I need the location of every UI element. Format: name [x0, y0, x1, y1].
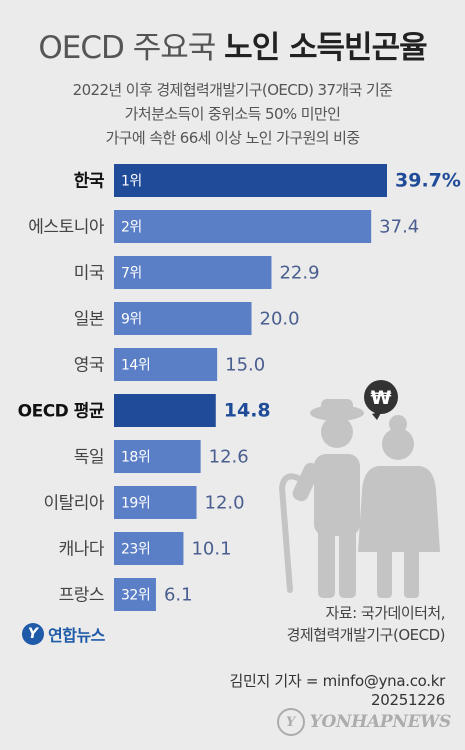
- value-label: 15.0: [225, 355, 265, 376]
- man-arm: [292, 462, 320, 502]
- elderly-couple-icon: ₩: [278, 380, 440, 598]
- bar: [114, 394, 216, 427]
- rank-label: 1위: [121, 174, 142, 190]
- category-label: 영국: [74, 356, 104, 376]
- bar: [114, 486, 197, 519]
- credit: 김민지 기자 = minfo@yna.co.kr 20251226: [229, 672, 445, 710]
- woman-head: [382, 428, 414, 460]
- rank-label: 9위: [121, 312, 142, 328]
- woman-leg: [377, 548, 392, 598]
- subtitle-line: 가처분소득이 중위소득 50% 미만인: [124, 105, 341, 123]
- man-head: [321, 416, 353, 448]
- chart-title: OECD 주요국 노인 소득빈곤율: [0, 22, 465, 67]
- category-label: 한국: [74, 172, 105, 192]
- logo-text: 연합뉴스: [48, 626, 105, 645]
- bar: [114, 440, 201, 473]
- source-line: 경제협력개발기구(OECD): [286, 626, 446, 644]
- value-label: 10.1: [191, 539, 231, 560]
- rank-label: 7위: [121, 266, 142, 282]
- yonhap-logo-icon: Y: [22, 623, 44, 645]
- bar-group: 한국 1위 39.7% 에스토니아 2위 37.4 미국 7위 22.9 일본 9위 20.0 영국 14…: [18, 164, 461, 611]
- rank-label: 18위: [121, 450, 150, 466]
- won-symbol: ₩: [371, 387, 392, 409]
- category-label: 독일: [74, 448, 104, 468]
- chart-subtitle: 2022년 이후 경제협력개발기구(OECD) 37개국 기준 가처분소득이 중…: [0, 78, 465, 150]
- hair-bun: [389, 415, 407, 433]
- rank-label: 32위: [121, 588, 150, 604]
- bar: [114, 302, 252, 335]
- rank-label: 19위: [121, 496, 150, 512]
- category-label: 캐나다: [59, 540, 105, 560]
- man-leg: [318, 520, 335, 598]
- woman-body: [358, 466, 440, 552]
- bar: [114, 256, 272, 289]
- source-line: 자료: 국가데이터처,: [325, 604, 446, 622]
- watermark: Y YONHAPNEWS: [276, 708, 452, 736]
- man-body: [314, 454, 360, 536]
- bar: [114, 348, 218, 381]
- subtitle-line: 가구에 속한 66세 이상 노인 가구원의 비중: [105, 129, 360, 147]
- bar: [114, 164, 387, 197]
- rank-label: 14위: [121, 358, 150, 374]
- category-label: OECD 평균: [18, 402, 105, 422]
- category-label: 일본: [74, 310, 104, 330]
- category-label: 이탈리아: [43, 494, 104, 514]
- bar: [114, 210, 372, 243]
- bar: [114, 578, 156, 611]
- value-label: 12.6: [209, 447, 249, 468]
- category-label: 프랑스: [59, 586, 104, 606]
- category-label: 에스토니아: [28, 218, 105, 238]
- watermark-icon: Y: [276, 708, 305, 736]
- man-leg: [339, 520, 356, 598]
- value-label: 12.0: [205, 493, 245, 514]
- source-note: 자료: 국가데이터처, 경제협력개발기구(OECD): [286, 602, 446, 646]
- woman-leg: [404, 548, 419, 598]
- subtitle-line: 2022년 이후 경제협력개발기구(OECD) 37개국 기준: [72, 81, 393, 99]
- cane: [278, 473, 301, 593]
- title-bold: 노인 소득빈곤율: [224, 30, 427, 66]
- value-label: 20.0: [260, 309, 300, 330]
- value-label: 37.4: [379, 217, 419, 238]
- hat-crown: [321, 399, 353, 415]
- value-label: 6.1: [164, 585, 193, 606]
- bar: [114, 532, 184, 565]
- yonhap-logo: Y 연합뉴스: [22, 622, 105, 646]
- rank-label: 23위: [121, 542, 150, 558]
- reporter-credit: 김민지 기자 = minfo@yna.co.kr: [229, 672, 445, 690]
- value-label: 39.7%: [395, 170, 461, 192]
- title-light: OECD 주요국: [38, 30, 216, 66]
- rank-label: 2위: [121, 220, 142, 236]
- won-badge: [364, 380, 398, 414]
- watermark-text: YONHAPNEWS: [309, 712, 452, 732]
- value-label: 22.9: [279, 263, 319, 284]
- category-label: 미국: [74, 264, 104, 284]
- publish-date: 20251226: [371, 691, 445, 709]
- value-label: 14.8: [224, 400, 271, 422]
